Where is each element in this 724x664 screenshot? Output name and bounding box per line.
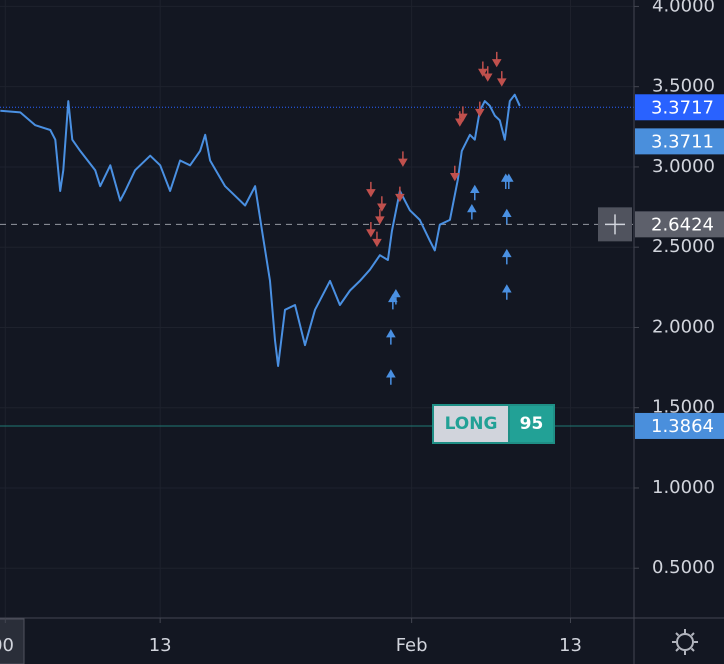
- price-label-box: [635, 412, 724, 439]
- gear-ring: [676, 633, 694, 651]
- badge-side: LONG: [445, 414, 498, 434]
- sell-arrow: [377, 196, 387, 212]
- buy-arrow: [501, 284, 512, 300]
- y-tick-label: 0.5000: [652, 557, 715, 578]
- sell-arrow: [395, 186, 405, 203]
- buy-arrow: [386, 369, 396, 385]
- price-label: 3.3711: [651, 131, 714, 152]
- price-label: 1.3864: [651, 416, 714, 437]
- price-label-box: [635, 128, 724, 155]
- y-tick-label: 2.0000: [652, 316, 715, 337]
- buy-arrow: [388, 293, 398, 310]
- x-tick-label: 00: [0, 635, 14, 656]
- buy-arrow: [501, 248, 512, 265]
- plot: [0, 51, 521, 385]
- sell-arrow: [482, 66, 493, 82]
- x-tick-label: 13: [559, 635, 582, 656]
- buy-arrow: [467, 203, 477, 220]
- y-tick-label: 3.5000: [652, 76, 715, 97]
- gear-teeth: [672, 629, 698, 655]
- badge-side-box: [432, 404, 510, 444]
- sell-arrow: [366, 181, 376, 198]
- buy-arrow: [391, 289, 401, 305]
- badge-size-box: [508, 404, 555, 444]
- sell-arrow: [474, 101, 485, 118]
- x-tick-label: Feb: [396, 635, 428, 656]
- sell-arrow: [375, 209, 385, 225]
- price-line-series: [0, 93, 521, 367]
- buy-arrow: [386, 329, 396, 345]
- price-label: 2.6424: [651, 214, 714, 235]
- y-tick-label: 1.0000: [652, 477, 715, 498]
- price-label-box: [635, 94, 724, 121]
- price-label: 3.3717: [651, 97, 714, 118]
- sell-arrow: [458, 106, 468, 122]
- y-tick-label: 1.5000: [652, 397, 715, 418]
- settings-icon[interactable]: [672, 629, 698, 655]
- sell-arrow: [398, 151, 408, 167]
- y-tick-label: 3.0000: [652, 156, 715, 177]
- sell-arrow: [449, 165, 460, 182]
- buy-arrow: [503, 173, 514, 189]
- sell-arrow: [366, 221, 376, 238]
- price-label-box: [635, 211, 724, 238]
- position-badge[interactable]: LONG 95: [432, 404, 555, 444]
- badge-size: 95: [520, 414, 544, 434]
- buy-arrow: [501, 208, 512, 225]
- sell-arrow: [496, 71, 507, 87]
- x-tick-label: 13: [149, 635, 172, 656]
- sell-arrow: [478, 61, 488, 77]
- y-tick-label: 4.0000: [652, 0, 715, 16]
- grid: [0, 0, 634, 618]
- sell-arrow: [491, 51, 502, 68]
- buy-arrow: [469, 184, 480, 201]
- sell-arrow: [372, 231, 382, 248]
- date-highlight: [0, 618, 25, 664]
- y-tick-label: 2.5000: [652, 236, 715, 257]
- crosshair-icon: [605, 214, 625, 235]
